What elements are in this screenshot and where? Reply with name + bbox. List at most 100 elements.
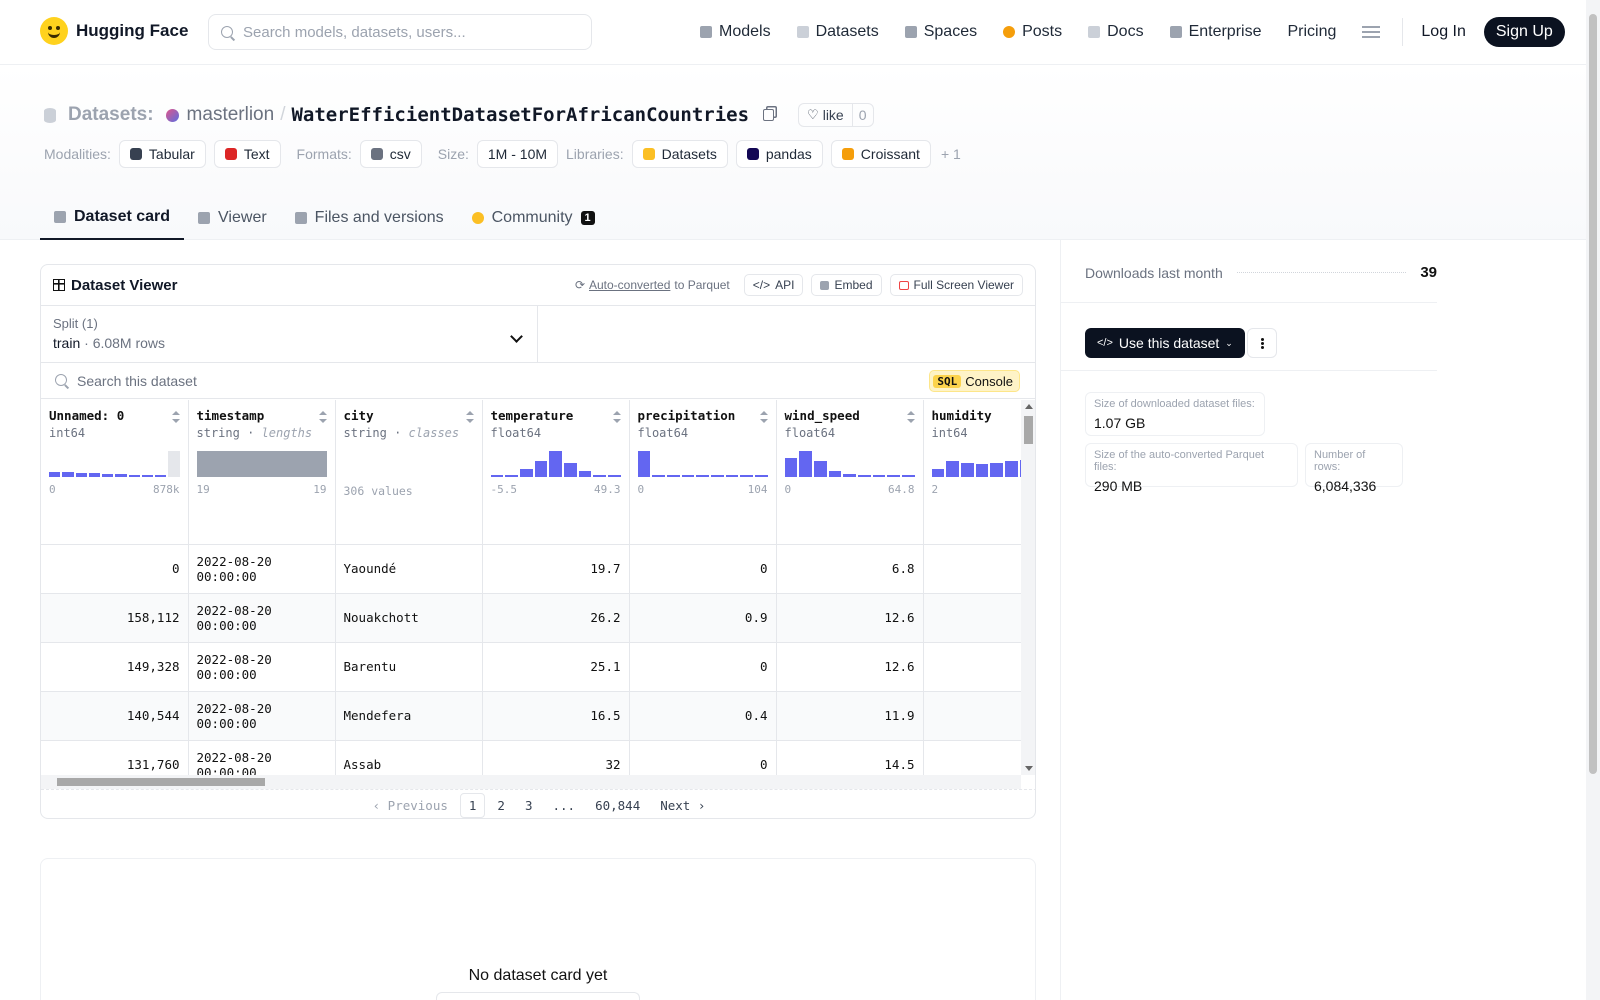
nav-item-pricing[interactable]: Pricing xyxy=(1287,23,1336,41)
repo-type-label[interactable]: Datasets: xyxy=(68,104,154,125)
global-search-input[interactable] xyxy=(243,23,573,41)
sort-icon[interactable] xyxy=(612,411,621,423)
sql-console-button[interactable]: SQL Console xyxy=(929,370,1020,392)
nav-item-enterprise[interactable]: Enterprise xyxy=(1169,23,1261,41)
tab-dataset-card[interactable]: Dataset card xyxy=(40,195,185,240)
nav-item-spaces[interactable]: Spaces xyxy=(904,23,977,41)
embed-button[interactable]: Embed xyxy=(811,274,882,296)
to-parquet-text: to Parquet xyxy=(674,278,730,292)
split-dot: · xyxy=(84,335,89,351)
table-row[interactable]: 140,544 2022-08-20 00:00:00 Mendefera 16.5 0… xyxy=(41,691,1021,741)
api-button[interactable]: </> API xyxy=(743,274,804,296)
split-select[interactable]: Split (1) train · 6.08M rows xyxy=(41,306,538,362)
repo-name-link[interactable]: WaterEfficientDatasetForAfricanCountries xyxy=(291,104,750,126)
table-cell: 2022-08-20 00:00:00 xyxy=(188,740,336,775)
range-min: -5.5 xyxy=(490,483,518,496)
copy-icon[interactable] xyxy=(763,109,775,121)
page-button[interactable]: 1 xyxy=(459,792,486,818)
auto-converted-link[interactable]: Auto-converted xyxy=(589,278,671,292)
full-screen-viewer-button[interactable]: Full Screen Viewer xyxy=(889,274,1023,296)
global-search[interactable] xyxy=(208,14,592,50)
libraries-more[interactable]: + 1 xyxy=(940,146,961,162)
tabular-tag[interactable]: Tabular xyxy=(118,140,206,168)
page-scroll-thumb[interactable] xyxy=(1589,14,1597,774)
size-tag[interactable]: 1M - 10M xyxy=(476,140,559,168)
column-histogram[interactable] xyxy=(196,451,327,477)
column-histogram[interactable] xyxy=(637,451,768,477)
data-table-wrapper[interactable]: Unnamed: 0 int64 0 878k timestamp string · le… xyxy=(41,400,1021,775)
page-scrollbar[interactable] xyxy=(1586,0,1600,1000)
column-dtype: string xyxy=(196,426,240,440)
column-type: float64 xyxy=(638,426,768,440)
table-header-row: Unnamed: 0 int64 0 878k timestamp string · le… xyxy=(41,400,1021,545)
column-header-wind-speed[interactable]: wind_speed float64 0 64.8 xyxy=(776,400,924,545)
next-page-button[interactable]: Next › xyxy=(652,794,713,817)
histogram-bar xyxy=(62,472,74,477)
table-row[interactable]: 0 2022-08-20 00:00:00 Yaoundé 19.7 0 6.8 xyxy=(41,544,1021,594)
sort-icon[interactable] xyxy=(759,411,768,423)
logo[interactable]: Hugging Face xyxy=(40,17,188,45)
scroll-down-arrow-icon[interactable] xyxy=(1025,766,1033,771)
page-button[interactable]: 60,844 xyxy=(595,797,641,813)
dataset-search-input[interactable] xyxy=(77,372,677,389)
datasets-tag[interactable]: Datasets xyxy=(631,140,728,168)
like-button[interactable]: ♡ like 0 xyxy=(798,103,874,127)
nav-item-docs[interactable]: Docs xyxy=(1088,23,1144,41)
scroll-thumb[interactable] xyxy=(1024,416,1033,444)
csv-tag[interactable]: csv xyxy=(359,140,422,168)
column-type: string · lengths xyxy=(197,426,327,440)
table-row[interactable]: 131,760 2022-08-20 00:00:00 Assab 32 0 14.5 xyxy=(41,740,1021,775)
table-cell: 0 xyxy=(41,544,189,594)
sign-up-button[interactable]: Sign Up xyxy=(1483,17,1565,47)
column-header-humidity[interactable]: humidity int64 2 xyxy=(923,400,1021,545)
histogram-bar xyxy=(901,474,915,477)
repo-header: Datasets: masterlion / WaterEfficientDat… xyxy=(0,65,1586,240)
tab-community[interactable]: Community 1 xyxy=(458,195,609,240)
menu-icon[interactable] xyxy=(1362,26,1381,38)
table-vertical-scrollbar[interactable] xyxy=(1021,400,1035,775)
column-header-temperature[interactable]: temperature float64 -5.5 49.3 xyxy=(482,400,630,545)
top-header: Hugging Face Models Datasets Spaces Posts Do… xyxy=(0,0,1586,65)
repo-owner-link[interactable]: masterlion xyxy=(186,104,275,125)
page-button[interactable]: 2 xyxy=(497,797,505,813)
column-histogram[interactable] xyxy=(490,451,621,477)
histogram-bar xyxy=(710,474,724,477)
column-header-precipitation[interactable]: precipitation float64 0 104 xyxy=(629,400,777,545)
use-this-dataset-button[interactable]: </> Use this dataset ⌄ xyxy=(1085,328,1245,358)
column-header-timestamp[interactable]: timestamp string · lengths 19 19 xyxy=(188,400,336,545)
table-cell xyxy=(923,544,1021,594)
scroll-up-arrow-icon[interactable] xyxy=(1025,404,1033,409)
pandas-tag[interactable]: pandas xyxy=(735,140,823,168)
column-header-unnamed-0[interactable]: Unnamed: 0 int64 0 878k xyxy=(41,400,189,545)
table-horizontal-scrollbar[interactable] xyxy=(41,775,1021,789)
stat-download-size: Size of downloaded dataset files: 1.07 GB xyxy=(1085,392,1265,436)
histogram-bar xyxy=(519,469,533,477)
tab-files-and-versions[interactable]: Files and versions xyxy=(281,195,458,240)
sort-icon[interactable] xyxy=(906,411,915,423)
tabular-icon xyxy=(129,148,142,160)
nav-item-datasets[interactable]: Datasets xyxy=(796,23,879,41)
text-tag[interactable]: Text xyxy=(213,140,281,168)
sort-icon[interactable] xyxy=(171,411,180,423)
table-row[interactable]: 149,328 2022-08-20 00:00:00 Barentu 25.1 0 12… xyxy=(41,642,1021,692)
nav-item-models[interactable]: Models xyxy=(700,23,771,41)
sort-icon[interactable] xyxy=(465,411,474,423)
scroll-thumb[interactable] xyxy=(57,778,265,786)
column-histogram[interactable] xyxy=(931,451,1021,477)
column-histogram[interactable] xyxy=(784,451,915,477)
create-card-button[interactable] xyxy=(436,992,640,1000)
croissant-tag[interactable]: Croissant xyxy=(830,140,931,168)
table-row[interactable]: 158,112 2022-08-20 00:00:00 Nouakchott 26.2… xyxy=(41,593,1021,643)
previous-page-button[interactable]: ‹ Previous xyxy=(365,794,456,817)
column-header-city[interactable]: city string · classes 306 values xyxy=(335,400,483,545)
histogram-bar xyxy=(49,471,61,477)
tab-viewer[interactable]: Viewer xyxy=(184,195,281,240)
nav-item-posts[interactable]: Posts xyxy=(1003,23,1062,41)
more-options-button[interactable] xyxy=(1247,328,1277,358)
column-histogram[interactable] xyxy=(49,451,180,477)
sort-icon[interactable] xyxy=(318,411,327,423)
login-link[interactable]: Log In xyxy=(1421,23,1466,40)
column-dtype: float64 xyxy=(784,426,836,440)
page-button[interactable]: 3 xyxy=(524,797,533,813)
